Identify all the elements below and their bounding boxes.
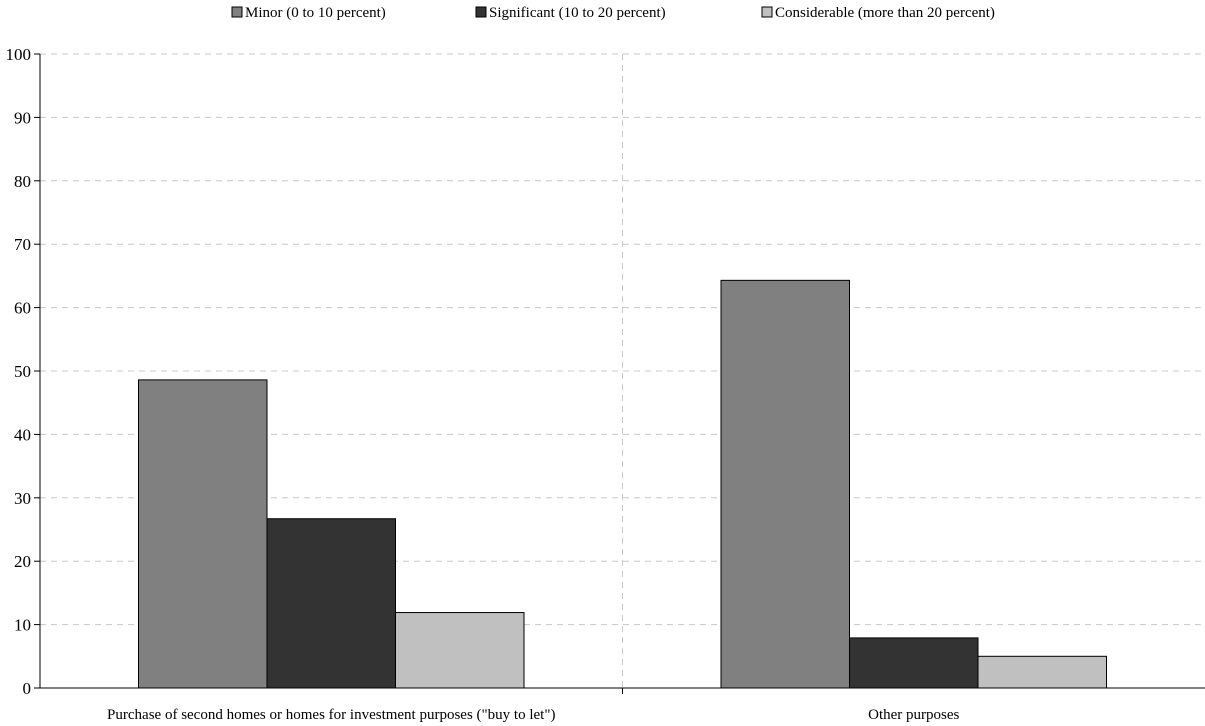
y-tick-label: 100 [6, 45, 32, 64]
x-category-label: Purchase of second homes or homes for in… [107, 707, 555, 723]
legend-label: Significant (10 to 20 percent) [489, 5, 666, 21]
legend-label: Considerable (more than 20 percent) [775, 5, 995, 21]
y-tick-label: 10 [14, 616, 31, 635]
bar [849, 637, 979, 689]
bar [394, 612, 525, 689]
x-axis-labels: Purchase of second homes or homes for in… [107, 707, 959, 723]
legend-swatch [761, 6, 773, 18]
y-tick-label: 30 [14, 489, 31, 508]
y-tick-label: 80 [14, 172, 31, 191]
bar [266, 518, 396, 689]
bar [138, 379, 268, 689]
gridlines [40, 53, 1205, 688]
y-tick-label: 60 [14, 299, 31, 318]
legend-swatch [231, 6, 243, 18]
y-tick-label: 50 [14, 362, 31, 381]
y-tick-label: 20 [14, 552, 31, 571]
y-tick-label: 40 [14, 425, 31, 444]
y-tick-label: 0 [23, 679, 32, 698]
bar [720, 279, 851, 689]
y-axis-ticks: 0 10 20 30 40 50 60 70 80 90 100 [6, 45, 32, 698]
y-tick-label: 90 [14, 108, 31, 127]
x-category-label: Other purposes [868, 707, 959, 723]
bar [977, 655, 1107, 689]
legend: Minor (0 to 10 percent) Significant (10 t… [231, 5, 995, 21]
bars [138, 279, 1107, 689]
legend-label: Minor (0 to 10 percent) [245, 5, 386, 21]
y-tick-label: 70 [14, 235, 31, 254]
legend-swatch [475, 6, 487, 18]
axes [34, 53, 1205, 694]
